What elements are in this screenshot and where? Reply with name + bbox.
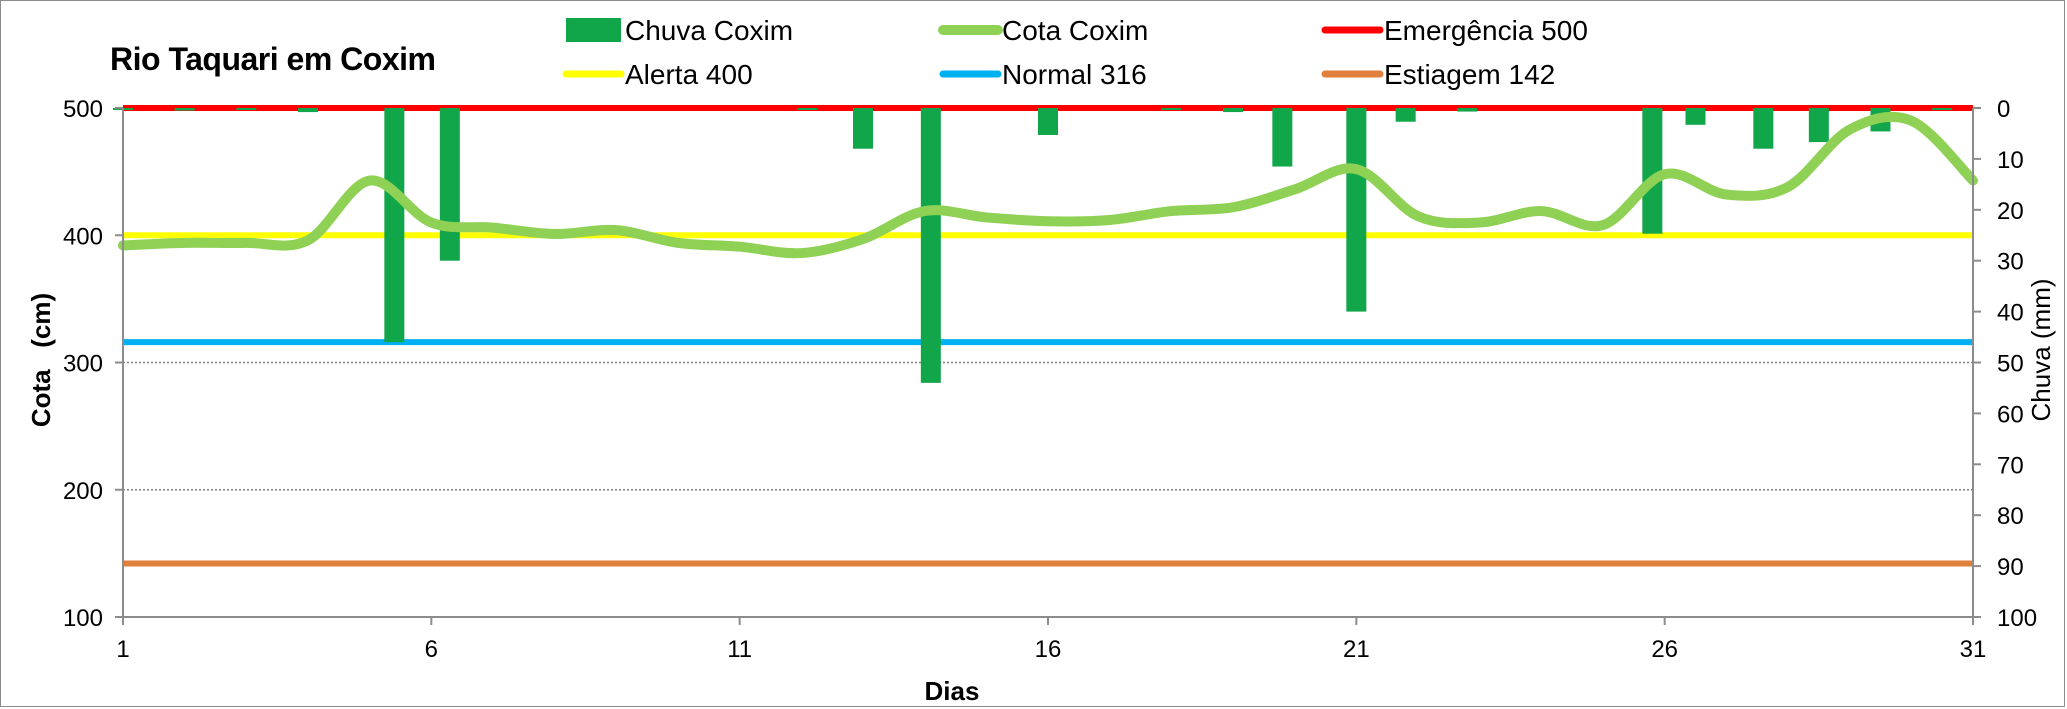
- x-tick-label: 16: [1035, 636, 1062, 663]
- x-tick-label: 31: [1960, 636, 1987, 663]
- y-right-tick-label: 80: [1997, 503, 2024, 530]
- legend-label: Chuva Coxim: [625, 15, 793, 46]
- y-right-tick-label: 10: [1997, 147, 2024, 174]
- rain-bar: [797, 108, 818, 110]
- y-right-tick-label: 50: [1997, 351, 2024, 378]
- y-right-tick-label: 40: [1997, 300, 2024, 327]
- x-tick-labels: 1 6 11 16 21 26 31: [116, 636, 1986, 663]
- rain-bar: [1642, 108, 1663, 234]
- level-line-path: [118, 111, 1978, 259]
- rain-bar: [1161, 108, 1182, 110]
- rain-bar: [439, 108, 460, 261]
- y-right-tick-label: 20: [1997, 198, 2024, 225]
- y-left-tick-label: 200: [63, 478, 103, 505]
- rain-bar: [174, 108, 195, 111]
- legend-item: Estiagem 142: [1321, 59, 1555, 90]
- rain-bar: [1932, 108, 1953, 110]
- rain-bar: [1395, 108, 1416, 122]
- rain-bar: [1457, 108, 1478, 112]
- legend-item: Cota Coxim: [938, 15, 1148, 46]
- x-tick-label: 6: [425, 636, 438, 663]
- y-left-tick-label: 300: [63, 351, 103, 378]
- rain-bar: [1808, 108, 1829, 143]
- legend-swatch: [566, 18, 621, 42]
- rain-bar: [1038, 108, 1058, 135]
- x-tick-label: 21: [1343, 636, 1370, 663]
- y-right-axis-title: Chuva (mm): [2026, 278, 2056, 421]
- y-right-tick-label: 60: [1997, 401, 2024, 428]
- x-tick-label: 1: [116, 636, 129, 663]
- legend-item: Emergência 500: [1321, 15, 1588, 46]
- legend-label: Alerta 400: [625, 59, 753, 90]
- rain-bar: [1223, 108, 1243, 113]
- rain-bar: [1346, 108, 1367, 312]
- legend-label: Emergência 500: [1384, 15, 1588, 46]
- x-tick-label: 26: [1651, 636, 1678, 663]
- x-axis-title: Dias: [925, 676, 980, 706]
- y-right-tick-label: 70: [1997, 452, 2024, 479]
- y-right-tick-label: 100: [1997, 605, 2037, 632]
- rain-bar: [1685, 108, 1706, 125]
- level-line: [118, 111, 1978, 259]
- rain-bar: [236, 108, 257, 110]
- rain-bar: [1272, 108, 1293, 167]
- gridlines: [123, 361, 1973, 491]
- legend-label: Estiagem 142: [1384, 59, 1555, 90]
- legend-item: Alerta 400: [562, 59, 753, 90]
- legend-label: Cota Coxim: [1002, 15, 1148, 46]
- chart-title: Rio Taquari em Coxim: [110, 41, 435, 77]
- y-left-tick-label: 100: [63, 605, 103, 632]
- y-right-tick-label: 30: [1997, 249, 2024, 276]
- y-left-tick-label: 400: [63, 223, 103, 250]
- rain-bar: [1753, 108, 1774, 149]
- y-right-tick-label: 90: [1997, 554, 2024, 581]
- legend: Chuva Coxim Cota Coxim Emergência 500 Alert…: [562, 15, 1588, 90]
- rain-bar: [853, 108, 873, 149]
- legend-item: Normal 316: [939, 59, 1147, 90]
- rain-bar: [298, 108, 318, 113]
- x-tick-label: 11: [727, 636, 752, 663]
- rain-bar: [384, 108, 405, 343]
- y-left-tick-label: 500: [63, 96, 103, 123]
- legend-item: Chuva Coxim: [566, 15, 793, 46]
- rain-bar: [920, 108, 941, 383]
- y-right-tick-label: 0: [1997, 96, 2010, 123]
- y-left-axis-title: Cota (cm): [26, 293, 56, 427]
- y-right-tick-labels: 0 10 20 30 40 50 60 70 80 90 100: [1997, 96, 2037, 632]
- axes: [115, 107, 1981, 625]
- y-left-tick-labels: 100 200 300 400 500: [63, 96, 103, 632]
- legend-label: Normal 316: [1002, 59, 1147, 90]
